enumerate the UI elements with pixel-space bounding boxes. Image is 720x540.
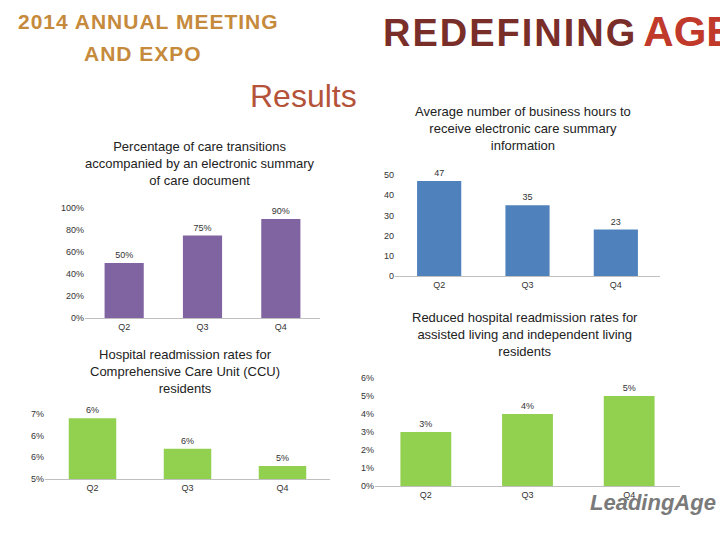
svg-text:3%: 3% xyxy=(361,427,374,437)
svg-text:4%: 4% xyxy=(361,409,374,419)
svg-text:Q2: Q2 xyxy=(86,483,98,493)
svg-text:5%: 5% xyxy=(31,474,44,484)
svg-text:75%: 75% xyxy=(193,223,211,233)
svg-text:50%: 50% xyxy=(115,250,133,260)
svg-text:20%: 20% xyxy=(66,291,84,301)
svg-text:Q4: Q4 xyxy=(623,490,635,500)
svg-text:Q3: Q3 xyxy=(181,483,193,493)
svg-text:Average number of business hou: Average number of business hours torecei… xyxy=(415,104,631,153)
svg-text:40%: 40% xyxy=(66,269,84,279)
svg-text:5%: 5% xyxy=(361,391,374,401)
svg-text:30: 30 xyxy=(384,211,394,221)
svg-text:Reduced hospital readmission r: Reduced hospital readmission rates foras… xyxy=(412,310,638,359)
svg-text:0%: 0% xyxy=(361,481,374,491)
svg-text:60%: 60% xyxy=(66,247,84,257)
svg-text:5%: 5% xyxy=(623,383,636,393)
svg-text:100%: 100% xyxy=(61,203,84,213)
svg-text:2%: 2% xyxy=(361,445,374,455)
svg-text:Q4: Q4 xyxy=(276,483,288,493)
svg-text:7%: 7% xyxy=(31,409,44,419)
svg-text:5%: 5% xyxy=(276,453,289,463)
svg-text:Q3: Q3 xyxy=(521,280,533,290)
svg-text:Q4: Q4 xyxy=(275,322,287,332)
svg-text:10: 10 xyxy=(384,251,394,261)
svg-text:40: 40 xyxy=(384,190,394,200)
svg-text:Q3: Q3 xyxy=(521,490,533,500)
svg-text:Q4: Q4 xyxy=(610,280,622,290)
svg-text:3%: 3% xyxy=(419,419,432,429)
svg-text:Q3: Q3 xyxy=(196,322,208,332)
svg-text:0: 0 xyxy=(389,271,394,281)
svg-text:6%: 6% xyxy=(86,405,99,415)
svg-text:20: 20 xyxy=(384,231,394,241)
svg-text:23: 23 xyxy=(611,217,621,227)
svg-text:6%: 6% xyxy=(181,436,194,446)
svg-text:Q2: Q2 xyxy=(420,490,432,500)
svg-text:50: 50 xyxy=(384,170,394,180)
svg-text:Percentage of care transitions: Percentage of care transitionsaccompanie… xyxy=(85,139,315,188)
svg-text:Q2: Q2 xyxy=(118,322,130,332)
svg-text:47: 47 xyxy=(434,168,444,178)
svg-text:Hospital readmission rates for: Hospital readmission rates forComprehens… xyxy=(90,347,280,396)
svg-text:6%: 6% xyxy=(361,373,374,383)
svg-text:80%: 80% xyxy=(66,225,84,235)
svg-text:1%: 1% xyxy=(361,463,374,473)
svg-text:Q2: Q2 xyxy=(433,280,445,290)
svg-text:0%: 0% xyxy=(71,313,84,323)
svg-text:4%: 4% xyxy=(521,401,534,411)
svg-text:6%: 6% xyxy=(31,431,44,441)
svg-text:6%: 6% xyxy=(31,452,44,462)
svg-text:35: 35 xyxy=(522,192,532,202)
svg-text:90%: 90% xyxy=(272,206,290,216)
